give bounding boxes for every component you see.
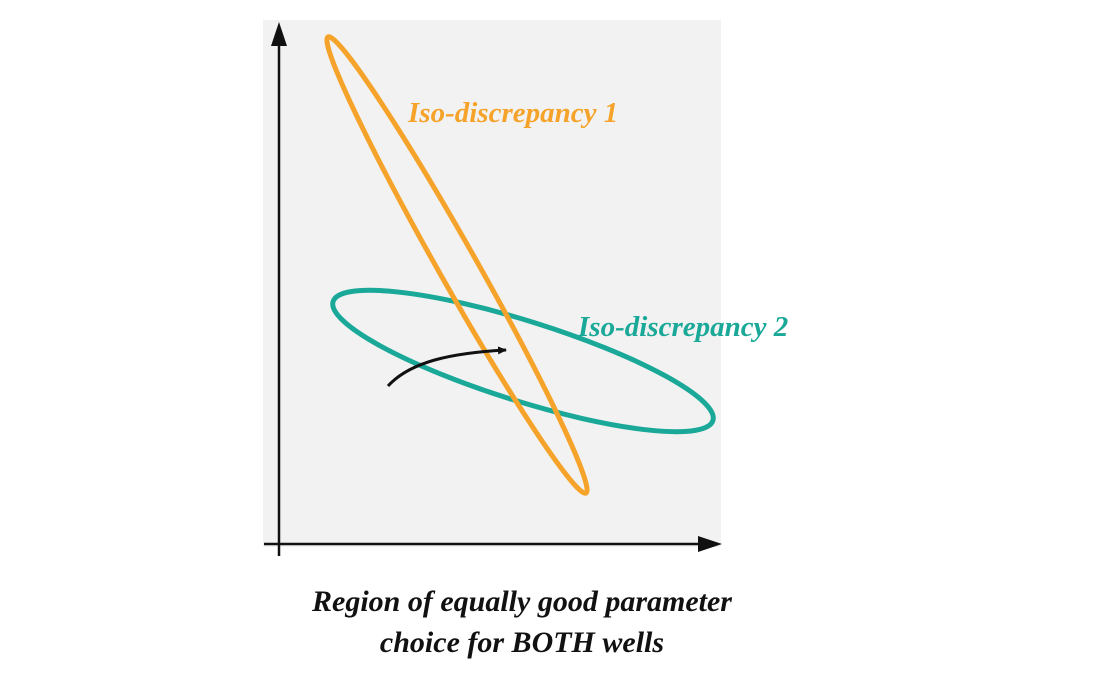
- iso-discrepancy-1-ellipse: [324, 34, 590, 496]
- iso-discrepancy-2-ellipse: [330, 287, 716, 435]
- caption-line-2: choice for BOTH wells: [380, 626, 664, 659]
- pointer-arrow: [386, 346, 507, 388]
- y-axis-arrowhead: [271, 22, 287, 46]
- axes: [264, 22, 722, 556]
- caption-line-1: Region of equally good parameter: [311, 585, 732, 618]
- x-axis-arrowhead: [698, 536, 722, 552]
- iso-discrepancy-2-label: Iso-discrepancy 2: [577, 311, 788, 343]
- iso-discrepancy-1-label: Iso-discrepancy 1: [407, 97, 618, 129]
